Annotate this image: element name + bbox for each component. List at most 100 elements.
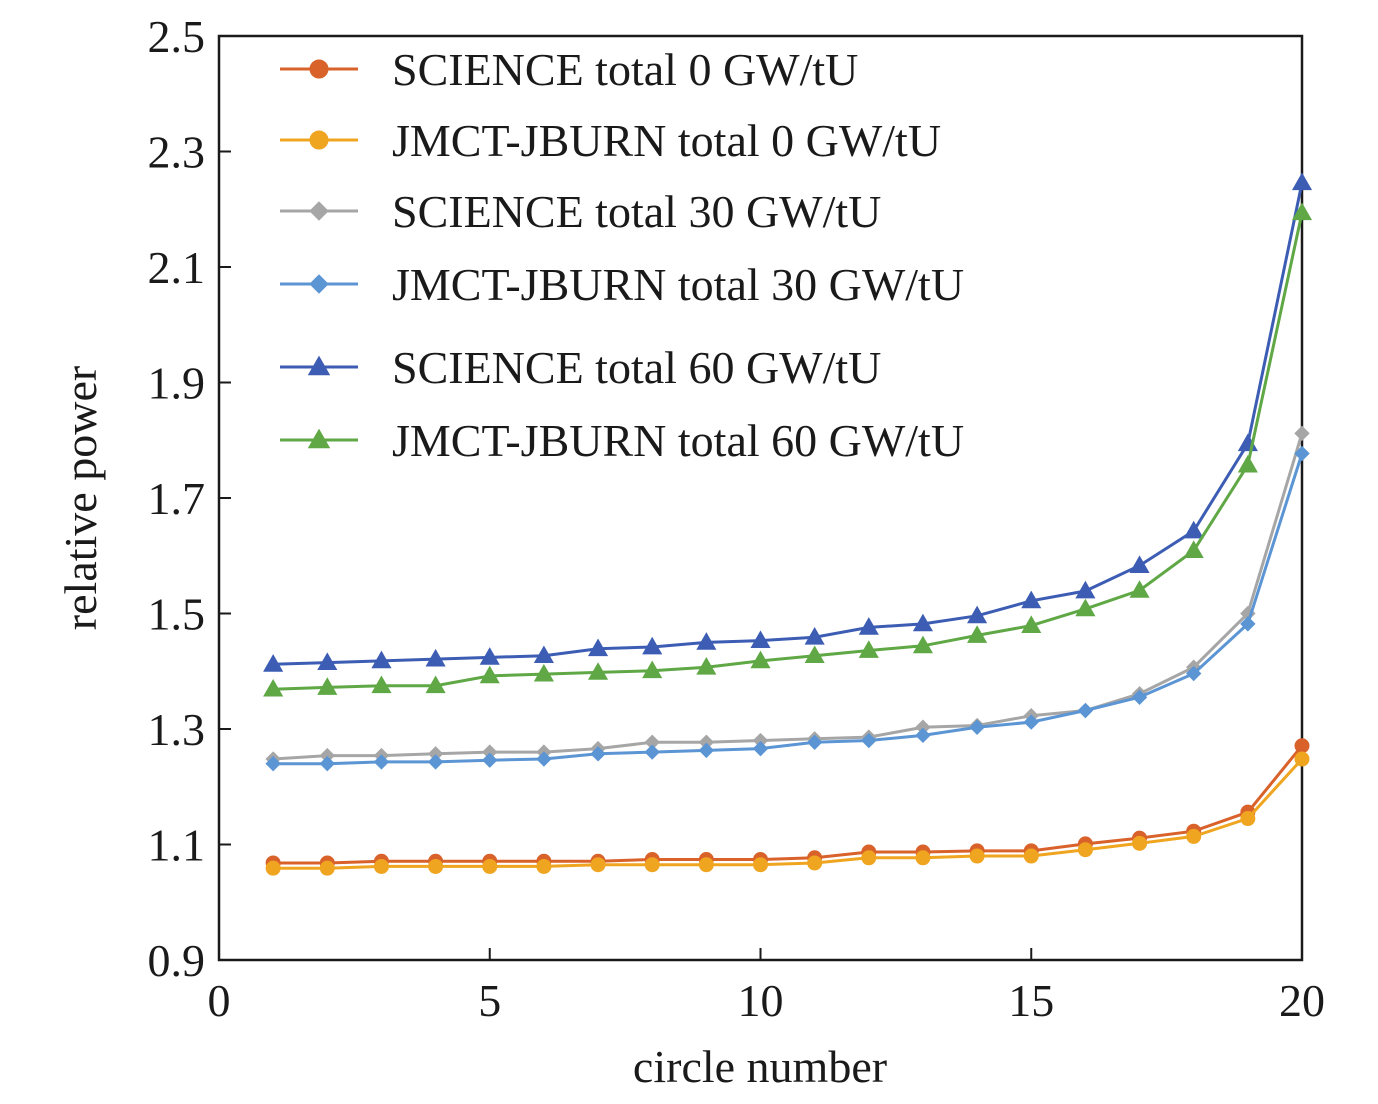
series-line (273, 453, 1304, 766)
y-tick-label: 1.3 (148, 704, 206, 755)
legend-swatch-marker (309, 59, 329, 79)
data-point (698, 742, 715, 759)
data-point (1023, 848, 1039, 864)
data-point (1294, 738, 1310, 754)
series-1 (265, 751, 1310, 876)
data-point (967, 625, 988, 643)
legend-item: SCIENCE total 30 GW/tU (280, 186, 881, 237)
series-line (273, 182, 1304, 666)
data-point (1183, 520, 1204, 539)
data-point (698, 857, 714, 873)
data-point (425, 675, 446, 694)
data-point (265, 860, 281, 876)
data-point (1186, 828, 1202, 844)
data-point (1021, 590, 1042, 609)
data-point (590, 746, 606, 762)
data-point (967, 605, 988, 624)
data-point (912, 613, 934, 632)
series-5 (263, 202, 1313, 697)
data-point (1129, 555, 1150, 573)
data-point (644, 857, 660, 873)
data-point (482, 752, 498, 768)
series-0 (265, 738, 1310, 871)
data-point (696, 656, 717, 675)
y-axis: 0.9 1.1 1.3 1.5 1.7 1.9 2.1 2.3 2.5 (148, 11, 231, 986)
data-point (425, 648, 446, 667)
legend-label: JMCT-JBURN total 60 GW/tU (392, 415, 964, 466)
x-axis: 0 5 10 15 20 (208, 948, 1325, 1026)
legend-label: SCIENCE total 0 GW/tU (392, 44, 858, 95)
data-point (317, 677, 338, 695)
y-tick-label: 1.7 (148, 473, 206, 524)
data-point (373, 754, 390, 770)
data-point (263, 654, 284, 672)
series-line (273, 212, 1304, 691)
data-point (1075, 598, 1096, 617)
data-point (536, 858, 552, 874)
data-point (807, 855, 823, 871)
data-point (915, 850, 931, 866)
data-point (428, 858, 444, 874)
data-point (696, 632, 717, 650)
data-point (1185, 665, 1202, 682)
x-tick-label: 15 (1008, 975, 1054, 1026)
series-layer (263, 172, 1313, 876)
data-point (371, 650, 392, 669)
x-tick-label: 0 (208, 975, 231, 1026)
y-tick-label: 2.3 (148, 127, 206, 178)
data-point (373, 858, 389, 874)
data-point (915, 727, 931, 744)
legend-item: JMCT-JBURN total 0 GW/tU (280, 115, 941, 166)
legend-swatch-marker (309, 201, 329, 221)
legend-label: JMCT-JBURN total 30 GW/tU (392, 259, 964, 310)
data-point (861, 850, 877, 866)
legend-item: SCIENCE total 0 GW/tU (280, 44, 858, 95)
data-point (533, 645, 554, 664)
data-point (644, 744, 660, 760)
data-point (587, 638, 609, 657)
data-point (969, 848, 985, 864)
y-axis-title: relative power (55, 366, 106, 630)
data-point (753, 857, 768, 873)
y-tick-label: 2.1 (148, 242, 206, 293)
series-line (273, 744, 1304, 865)
legend-label: SCIENCE total 60 GW/tU (392, 342, 881, 393)
series-line (273, 757, 1304, 870)
data-point (1075, 580, 1096, 599)
legend-swatch-marker (309, 274, 329, 294)
legend: SCIENCE total 0 GW/tU JMCT-JBURN total 0 … (280, 44, 964, 466)
data-point (1021, 615, 1042, 634)
y-tick-label: 0.9 (148, 935, 206, 986)
data-point (479, 647, 500, 665)
data-point (1240, 811, 1256, 827)
data-point (1294, 751, 1310, 767)
data-point (587, 662, 609, 680)
legend-item: SCIENCE total 60 GW/tU (280, 342, 881, 393)
data-point (317, 652, 338, 670)
x-tick-label: 20 (1279, 975, 1325, 1026)
data-point (1129, 580, 1150, 598)
legend-item: JMCT-JBURN total 30 GW/tU (280, 259, 964, 310)
data-point (533, 663, 554, 682)
legend-item: JMCT-JBURN total 60 GW/tU (280, 415, 964, 466)
x-tick-label: 10 (738, 975, 784, 1026)
data-point (750, 650, 771, 669)
data-point (1023, 714, 1039, 730)
data-point (642, 636, 663, 655)
y-tick-label: 1.5 (148, 589, 206, 640)
legend-swatch-marker (307, 355, 331, 376)
series-3 (265, 445, 1310, 772)
data-point (912, 635, 934, 654)
data-point (642, 660, 663, 679)
data-point (804, 645, 825, 664)
data-point (482, 858, 498, 874)
data-point (858, 640, 879, 658)
data-point (1291, 202, 1313, 221)
data-point (1077, 702, 1094, 719)
data-point (536, 751, 552, 767)
legend-label: JMCT-JBURN total 0 GW/tU (392, 115, 941, 166)
data-point (806, 734, 823, 750)
data-point (750, 630, 771, 649)
series-2 (265, 425, 1310, 767)
